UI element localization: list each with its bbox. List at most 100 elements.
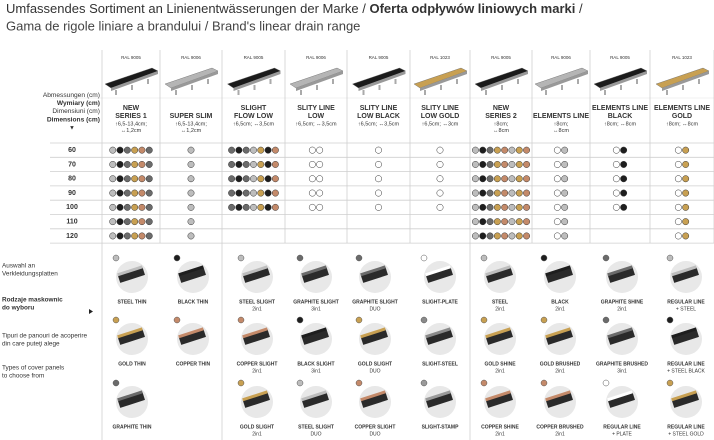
swatch [612, 203, 620, 211]
panel-swatch [355, 316, 363, 324]
swatch [479, 232, 487, 240]
panel-label: STEEL [492, 299, 508, 305]
swatch [515, 161, 523, 168]
swatch [493, 175, 501, 183]
product-spec: ↔1,2cm [181, 128, 202, 134]
panel-image-top [178, 327, 204, 339]
swatch [508, 218, 516, 226]
panel-label: + STEEL BLACK [667, 368, 705, 374]
product-name: BLACK [608, 113, 633, 120]
swatch [242, 189, 250, 197]
swatch [674, 232, 682, 240]
swatch [257, 161, 265, 168]
panel-image-top [671, 390, 697, 402]
product-leg [698, 79, 700, 84]
swatch [472, 175, 479, 183]
panel-image-top [545, 327, 571, 339]
product-leg [517, 79, 519, 84]
swatch [145, 189, 153, 197]
swatch [131, 161, 139, 168]
product-name: SERIES 1 [115, 113, 147, 120]
panel-swatch [355, 254, 363, 262]
panel-label: STEEL SLIGHT [298, 424, 334, 430]
swatch [515, 203, 523, 211]
swatch [116, 161, 124, 168]
swatch [508, 203, 516, 211]
swatch [242, 175, 250, 183]
swatch [109, 146, 117, 154]
product-leg [577, 79, 579, 84]
ral-label: RAL 9006 [181, 55, 201, 60]
panel-image-body [485, 329, 513, 345]
swatch [515, 218, 523, 226]
swatch [131, 189, 139, 197]
swatch [501, 218, 509, 226]
product-name: ELEMENTS LINE [592, 105, 648, 112]
panel-type-label: din care puteţi alege [2, 341, 60, 348]
panel-label: 3in1 [311, 306, 321, 312]
swatch [228, 189, 236, 197]
swatch [138, 175, 146, 183]
swatch [264, 189, 272, 197]
panel-swatch [540, 379, 548, 387]
dimension-label: Wymiary (cm) [57, 100, 100, 107]
dimension-label: Abmessungen (cm) [43, 92, 100, 99]
swatch [235, 203, 243, 211]
swatch [508, 232, 516, 240]
swatch [479, 175, 487, 183]
panel-label: DUO [369, 368, 380, 374]
panel-swatch [480, 379, 488, 387]
product-leg [269, 79, 272, 84]
swatch [250, 161, 257, 168]
swatch [523, 203, 530, 211]
panel-label: 2in1 [252, 306, 262, 312]
panel-label: + PLATE [612, 431, 632, 437]
panel-image-body [178, 267, 206, 283]
swatch [620, 175, 628, 183]
panel-swatch [296, 379, 304, 387]
swatch [479, 146, 487, 154]
panel-swatch [112, 254, 120, 262]
swatch [264, 146, 272, 154]
row-size: 90 [68, 190, 76, 197]
panel-label: 2in1 [495, 431, 505, 437]
swatch [493, 161, 501, 168]
swatch [138, 232, 146, 240]
swatch [479, 218, 487, 226]
panel-image-top [671, 265, 697, 277]
panel-swatch [112, 316, 120, 324]
panel-swatch [420, 254, 428, 262]
product-leg [424, 90, 426, 95]
swatch [145, 175, 153, 183]
swatch [316, 203, 324, 211]
product-spec: ↔8cm [553, 128, 569, 134]
swatch [493, 146, 501, 154]
ral-label: RAL 9006 [551, 55, 571, 60]
panel-type-label: Rodzaje maskownic [2, 297, 63, 304]
swatch [674, 218, 682, 226]
swatch [131, 218, 139, 226]
swatch [486, 189, 494, 197]
product-spec: ↑8cm; ↔8cm [604, 121, 637, 127]
swatch [271, 203, 279, 211]
panel-label: 2in1 [495, 368, 505, 374]
swatch [501, 146, 509, 154]
panel-label: GOLD SLIGHT [240, 424, 274, 430]
panel-label: DUO [369, 306, 380, 312]
swatch [375, 203, 382, 211]
swatch [620, 189, 628, 197]
swatch [308, 189, 316, 197]
panel-swatch [540, 254, 548, 262]
panel-label: REGULAR LINE [603, 424, 641, 430]
panel-image-top [607, 390, 633, 402]
swatch [187, 161, 195, 168]
swatch [612, 146, 620, 154]
panel-label: COPPER SHINE [481, 424, 519, 430]
swatch [187, 189, 195, 197]
swatch [682, 203, 690, 211]
swatch [479, 189, 487, 197]
product-leg [191, 85, 193, 90]
swatch [250, 146, 257, 154]
product-name: SLITY LINE [360, 105, 398, 112]
